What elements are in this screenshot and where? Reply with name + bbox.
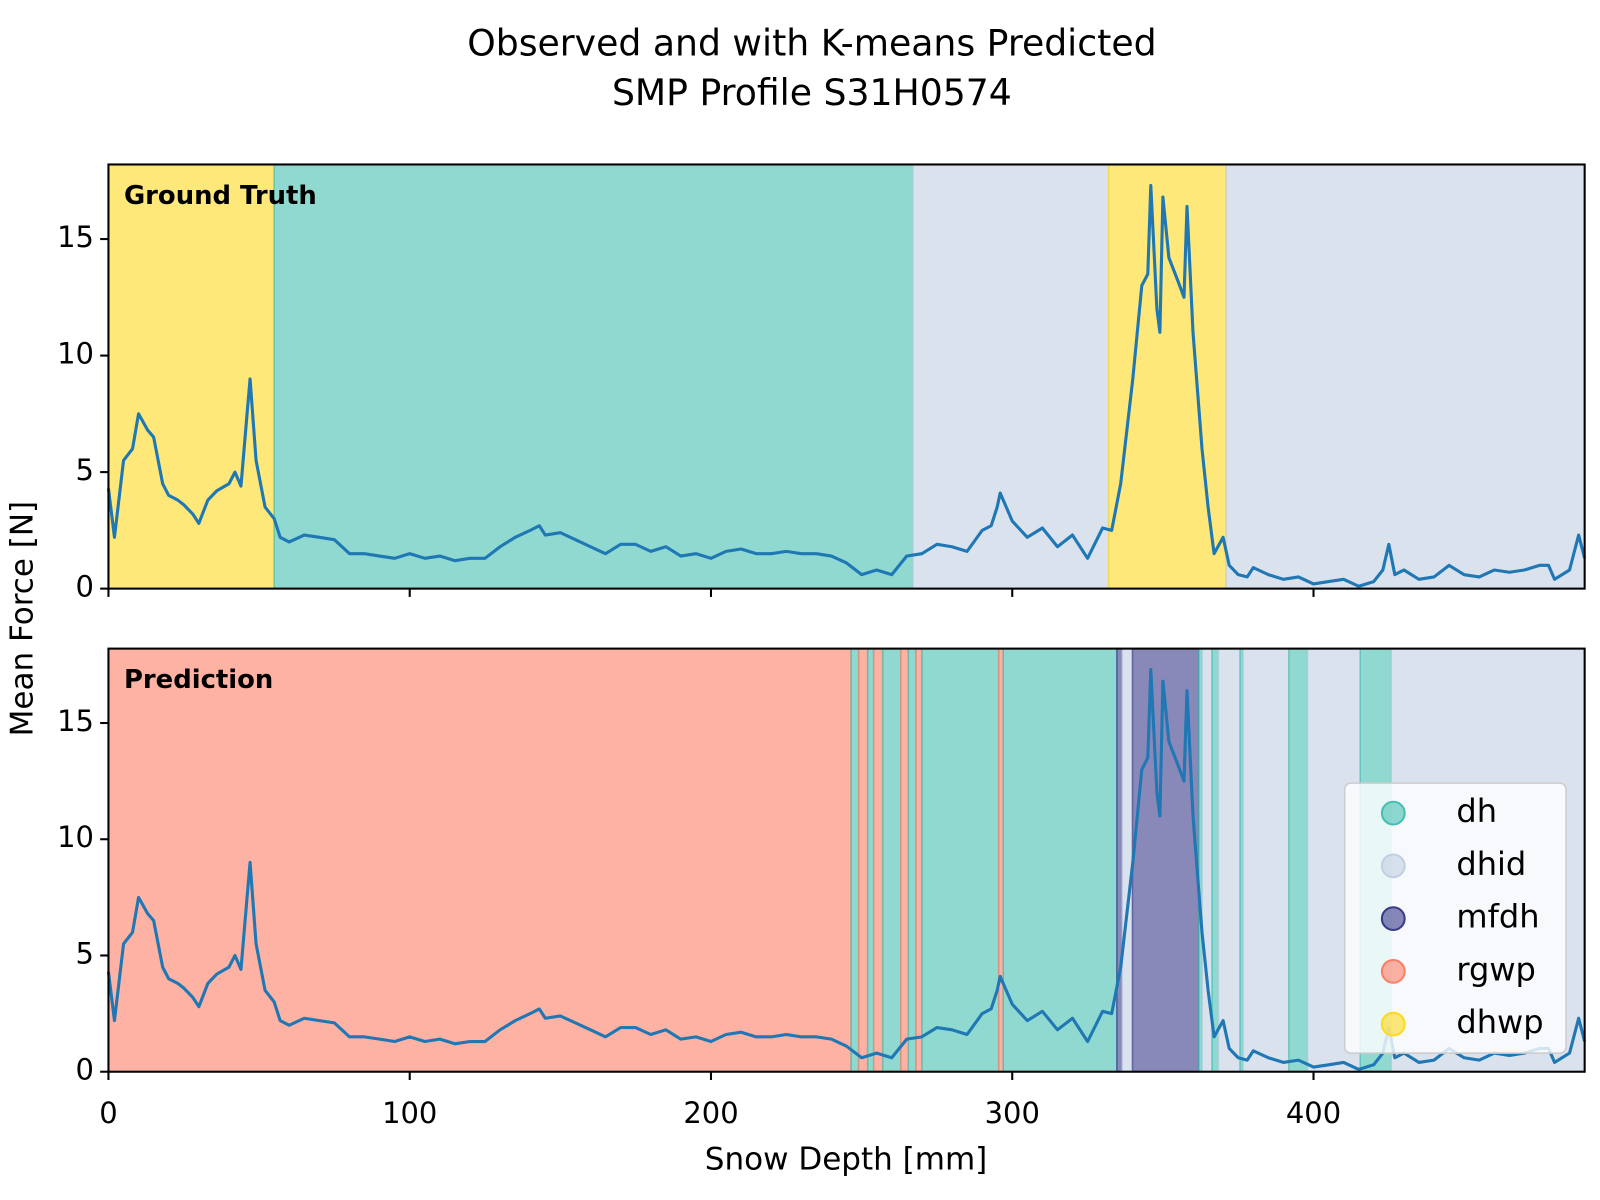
legend-marker (1380, 800, 1406, 826)
class-segment (915, 647, 923, 1073)
class-segment (1217, 647, 1241, 1073)
class-segment (857, 647, 869, 1073)
panel-label: Ground Truth (124, 181, 317, 211)
class-segment (872, 647, 884, 1073)
x-tick-label: 400 (1286, 1096, 1341, 1130)
y-tick-label: 10 (57, 337, 94, 371)
legend-marker (1380, 958, 1406, 984)
class-segment (107, 647, 852, 1073)
class-segment (1121, 647, 1134, 1073)
legend-marker (1380, 853, 1406, 879)
class-segment (912, 163, 1110, 590)
x-tick-label: 300 (985, 1096, 1040, 1130)
legend-marker (1380, 1011, 1406, 1037)
chart-title: SMP Profile S31H0574 (612, 71, 1012, 114)
class-segment (900, 647, 910, 1073)
class-segment (1242, 647, 1290, 1073)
x-tick-label: 0 (99, 1096, 117, 1130)
class-segment (1288, 647, 1309, 1073)
x-axis-label: Snow Depth [mm] (705, 1142, 988, 1178)
x-tick-label: 200 (683, 1096, 738, 1130)
y-tick-label: 15 (57, 220, 94, 254)
force-line (106, 183, 1587, 588)
class-segment (907, 647, 917, 1073)
class-segment (850, 647, 860, 1073)
y-tick-label: 15 (57, 704, 94, 738)
class-segment (881, 647, 902, 1073)
legend-marker (1380, 906, 1406, 932)
x-tick-label: 100 (382, 1096, 437, 1130)
class-segment (866, 647, 875, 1073)
axes-frame (107, 163, 1586, 590)
class-segment (1225, 163, 1586, 590)
class-segment (921, 647, 1000, 1073)
chart-title: Observed and with K-means Predicted (467, 22, 1156, 65)
panel-label: Prediction (124, 665, 273, 695)
class-segment (1002, 647, 1118, 1073)
legend-label: dh (1456, 792, 1497, 830)
force-line (106, 667, 1587, 1071)
legend-label: dhwp (1456, 1003, 1543, 1041)
y-tick-label: 0 (76, 570, 94, 604)
y-tick-label: 10 (57, 820, 94, 854)
class-segment (273, 163, 914, 590)
legend-label: dhid (1456, 845, 1526, 883)
class-segment (107, 163, 275, 590)
legend-box (1343, 782, 1567, 1054)
y-tick-label: 5 (76, 936, 94, 970)
legend-label: mfdh (1456, 898, 1539, 936)
class-segment (1211, 647, 1220, 1073)
axes-frame (107, 647, 1586, 1073)
legend-label: rgwp (1456, 950, 1536, 988)
y-tick-label: 0 (76, 1053, 94, 1087)
y-tick-label: 5 (76, 453, 94, 487)
legend: dh dhid mfdh rgwp dhwp (1343, 782, 1567, 1054)
y-axis-label: Mean Force [N] (5, 501, 41, 737)
